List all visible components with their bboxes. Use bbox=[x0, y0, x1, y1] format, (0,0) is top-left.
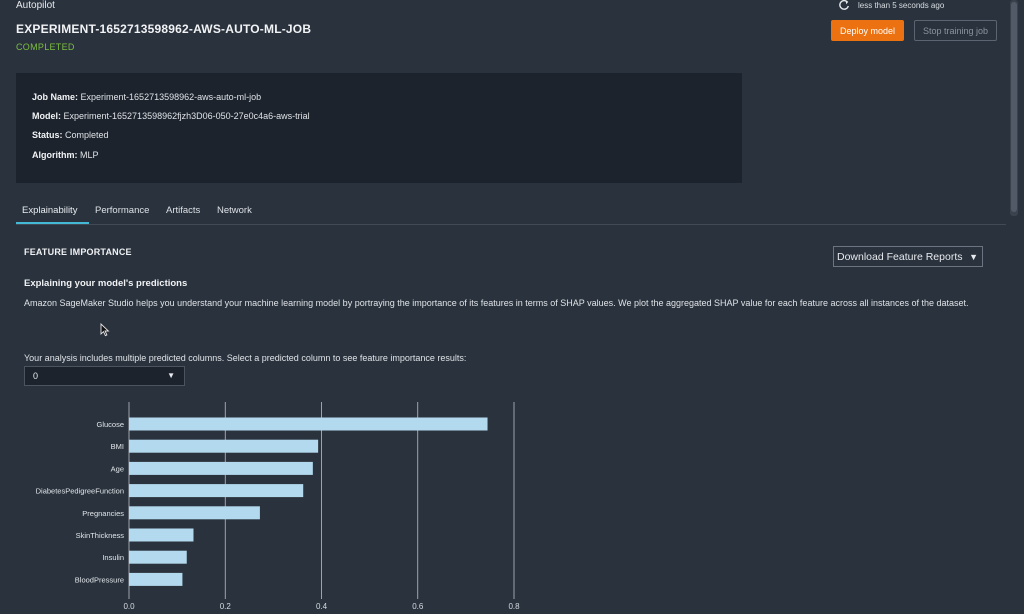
refresh-icon[interactable] bbox=[838, 0, 850, 11]
bar bbox=[129, 506, 260, 520]
x-tick-label: 0.6 bbox=[412, 602, 424, 611]
y-tick-label: BMI bbox=[111, 442, 124, 451]
last-updated-text: less than 5 seconds ago bbox=[858, 0, 945, 10]
stop-training-job-button[interactable]: Stop training job bbox=[914, 20, 997, 41]
tab-artifacts[interactable]: Artifacts bbox=[166, 205, 201, 216]
scrollbar-thumb[interactable] bbox=[1011, 2, 1017, 212]
y-tick-label: BloodPressure bbox=[75, 575, 124, 584]
bar bbox=[129, 528, 194, 542]
caret-down-icon: ▼ bbox=[969, 252, 978, 262]
job-name-label: Job Name: bbox=[32, 92, 79, 102]
y-tick-label: SkinThickness bbox=[76, 531, 125, 540]
caret-down-icon: ▼ bbox=[167, 371, 175, 380]
refresh-status[interactable]: less than 5 seconds ago bbox=[838, 0, 953, 11]
y-tick-label: Glucose bbox=[96, 420, 124, 429]
job-name-row: Job Name: Experiment-1652713598962-aws-a… bbox=[32, 92, 261, 102]
bar bbox=[129, 572, 183, 586]
section-title: FEATURE IMPORTANCE bbox=[24, 247, 132, 257]
predicted-column-prompt: Your analysis includes multiple predicte… bbox=[24, 353, 467, 363]
tab-network[interactable]: Network bbox=[217, 205, 252, 216]
deploy-model-button[interactable]: Deploy model bbox=[831, 20, 904, 41]
job-name-value: Experiment-1652713598962-aws-auto-ml-job bbox=[80, 92, 262, 102]
tab-bar: Explainability Performance Artifacts Net… bbox=[16, 200, 1006, 225]
status-row: Status: Completed bbox=[32, 130, 109, 140]
status-label: Status: bbox=[32, 130, 63, 140]
predicted-column-value: 0 bbox=[33, 371, 39, 381]
y-tick-label: Insulin bbox=[102, 553, 124, 562]
feature-importance-chart: 0.0 0.2 0.4 0.6 0.8 Glucose BMI Age DiabetesPedi… bbox=[36, 402, 520, 611]
download-feature-reports-button[interactable]: Download Feature Reports ▼ bbox=[833, 246, 983, 267]
bar bbox=[129, 439, 319, 453]
y-tick-label: DiabetesPedigreeFunction bbox=[36, 487, 124, 496]
model-row: Model: Experiment-1652713598962fjzh3D06-… bbox=[32, 111, 310, 121]
status-badge: COMPLETED bbox=[16, 42, 75, 52]
explanation-text: Amazon SageMaker Studio helps you unders… bbox=[24, 298, 969, 308]
active-tab-indicator bbox=[16, 222, 89, 224]
bar bbox=[129, 484, 304, 498]
x-tick-label: 0.4 bbox=[316, 602, 328, 611]
explanation-heading: Explaining your model's predictions bbox=[24, 278, 188, 289]
algorithm-value: MLP bbox=[80, 150, 99, 160]
y-tick-label: Pregnancies bbox=[82, 509, 124, 518]
mouse-pointer-icon bbox=[100, 323, 110, 337]
model-value: Experiment-1652713598962fjzh3D06-050-27e… bbox=[63, 111, 310, 121]
breadcrumb[interactable]: Autopilot bbox=[16, 0, 55, 11]
download-feature-reports-label: Download Feature Reports bbox=[837, 250, 963, 263]
algorithm-label: Algorithm: bbox=[32, 150, 78, 160]
bar bbox=[129, 550, 187, 564]
tab-performance[interactable]: Performance bbox=[95, 205, 150, 216]
tab-explainability[interactable]: Explainability bbox=[22, 205, 78, 216]
algorithm-row: Algorithm: MLP bbox=[32, 150, 99, 160]
page-title: EXPERIMENT-1652713598962-AWS-AUTO-ML-JOB bbox=[16, 22, 312, 36]
x-tick-label: 0.0 bbox=[123, 602, 135, 611]
bar bbox=[129, 417, 488, 431]
status-value: Completed bbox=[65, 130, 109, 140]
x-tick-label: 0.8 bbox=[508, 602, 520, 611]
x-tick-label: 0.2 bbox=[220, 602, 232, 611]
job-details-panel: Job Name: Experiment-1652713598962-aws-a… bbox=[16, 73, 742, 183]
predicted-column-select[interactable]: 0 ▼ bbox=[24, 366, 185, 386]
bar bbox=[129, 461, 313, 475]
model-label: Model: bbox=[32, 111, 61, 121]
y-tick-label: Age bbox=[111, 464, 124, 473]
